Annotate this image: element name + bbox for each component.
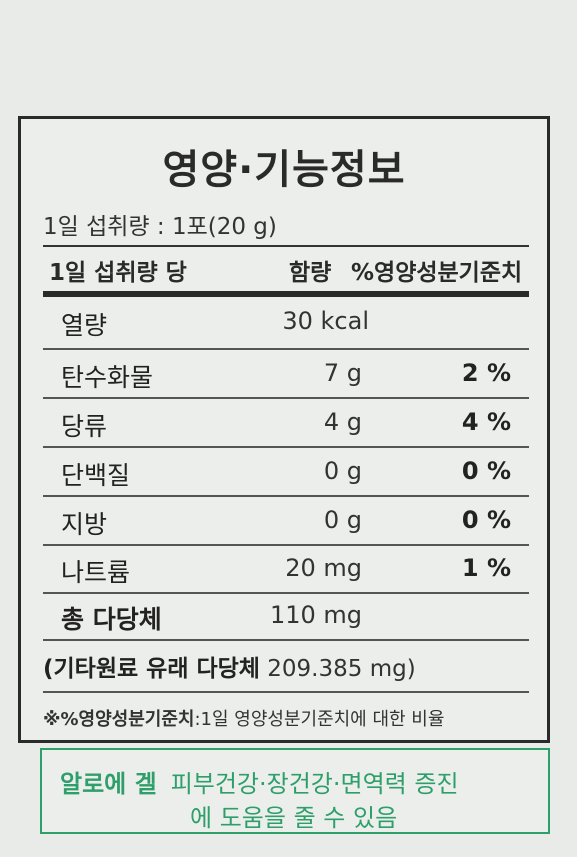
divider bbox=[43, 245, 529, 247]
nutrient-row: 나트륨 20 mg 1 % bbox=[43, 546, 529, 594]
nutrient-amount: 0 g bbox=[323, 457, 362, 485]
footnote: ※%영양성분기준치:1일 영양성분기준치에 대한 비율 bbox=[43, 705, 444, 731]
nutrient-row: 단백질 0 g 0 % bbox=[43, 449, 529, 497]
claim-line-2: 에 도움을 줄 수 있음 bbox=[190, 804, 398, 832]
row-divider bbox=[43, 639, 529, 641]
nutrient-row: 열량 30 kcal bbox=[43, 299, 529, 347]
row-divider bbox=[43, 691, 529, 693]
row-divider bbox=[43, 446, 529, 448]
nutrient-amount: 20 mg bbox=[285, 554, 362, 582]
nutrient-amount: 30 kcal bbox=[282, 307, 369, 335]
footnote-label: ※%영양성분기준치 bbox=[43, 709, 195, 730]
header-serving: 1일 섭취량 당 bbox=[49, 260, 187, 286]
thick-divider bbox=[43, 291, 529, 297]
row-divider bbox=[43, 397, 529, 399]
sub-value: 209.385 mg) bbox=[267, 656, 416, 682]
nutrient-percent: 0 % bbox=[461, 506, 511, 534]
nutrient-row: 탄수화물 7 g 2 % bbox=[43, 351, 529, 399]
nutrient-percent: 2 % bbox=[461, 359, 511, 387]
nutrient-name: 탄수화물 bbox=[61, 363, 154, 392]
nutrient-name: 열량 bbox=[61, 311, 108, 340]
nutrient-name: 단백질 bbox=[61, 461, 131, 490]
nutrient-name: 나트륨 bbox=[61, 558, 131, 587]
nutrient-amount: 4 g bbox=[323, 408, 362, 436]
nutrient-amount: 0 g bbox=[323, 506, 362, 534]
nutrient-amount: 110 mg bbox=[269, 601, 362, 629]
serving-size: 1일 섭취량 : 1포(20 g) bbox=[43, 214, 277, 240]
header-percent: %영양성분기준치 bbox=[351, 260, 523, 286]
claim-text-1: 피부건강·장건강·면역력 증진 bbox=[170, 770, 459, 798]
nutrition-panel: 영양·기능정보 1일 섭취량 : 1포(20 g) 1일 섭취량 당 함량 %영… bbox=[18, 116, 550, 743]
nutrient-name: 총 다당체 bbox=[61, 605, 162, 634]
footnote-text: :1일 영양성분기준치에 대한 비율 bbox=[194, 709, 445, 730]
nutrient-name: 지방 bbox=[61, 510, 108, 539]
sub-label: (기타원료 유래 다당체 bbox=[43, 656, 260, 682]
row-divider bbox=[43, 544, 529, 546]
nutrient-row: 당류 4 g 4 % bbox=[43, 400, 529, 448]
functional-claim-box: 알로에 겔 피부건강·장건강·면역력 증진 에 도움을 줄 수 있음 bbox=[40, 748, 550, 834]
header-amount: 함량 bbox=[289, 260, 332, 286]
nutrient-percent: 1 % bbox=[461, 554, 511, 582]
nutrient-amount: 7 g bbox=[323, 359, 362, 387]
panel-title: 영양·기능정보 bbox=[162, 147, 406, 193]
row-divider bbox=[43, 592, 529, 594]
nutrient-percent: 4 % bbox=[461, 408, 511, 436]
nutrient-name: 당류 bbox=[61, 412, 108, 441]
nutrient-percent: 0 % bbox=[461, 457, 511, 485]
nutrient-row: 총 다당체 110 mg bbox=[43, 593, 529, 641]
nutrient-row: 지방 0 g 0 % bbox=[43, 498, 529, 546]
claim-ingredient: 알로에 겔 bbox=[60, 770, 157, 798]
claim-line-1: 알로에 겔 피부건강·장건강·면역력 증진 bbox=[60, 764, 459, 799]
sub-polysaccharide: (기타원료 유래 다당체 209.385 mg) bbox=[43, 649, 416, 683]
row-divider bbox=[43, 495, 529, 497]
row-divider bbox=[43, 348, 529, 350]
